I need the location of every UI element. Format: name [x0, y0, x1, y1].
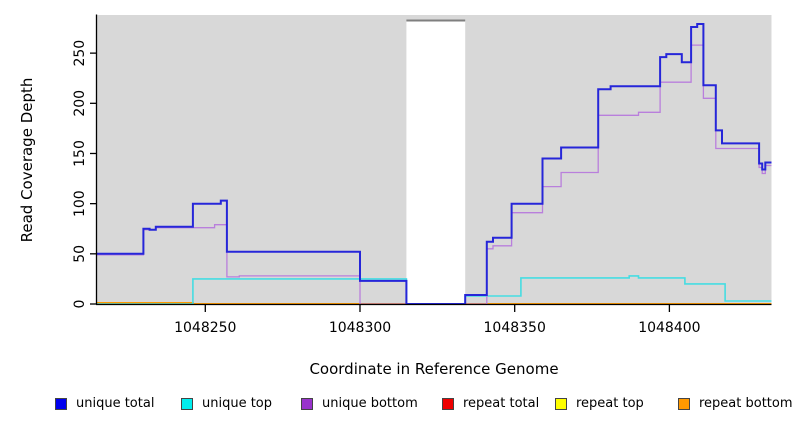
legend-label: repeat top [576, 396, 644, 411]
legend-label: repeat total [463, 396, 540, 411]
legend-item-unique-top: unique top [181, 396, 272, 411]
coverage-gap-region [406, 21, 466, 304]
legend-swatch-repeat-top [555, 397, 567, 410]
x-tick-label: 1048350 [484, 320, 546, 336]
x-axis-title: Coordinate in Reference Genome [309, 360, 559, 378]
legend-item-repeat-bottom: repeat bottom [678, 396, 792, 411]
y-tick-label: 0 [72, 300, 88, 309]
legend-swatch-unique-bottom [301, 397, 313, 410]
y-tick-label: 100 [72, 190, 88, 217]
legend-item-unique-bottom: unique bottom [301, 396, 418, 411]
y-tick-label: 250 [72, 40, 88, 67]
legend-swatch-repeat-bottom [678, 397, 690, 410]
x-tick-label: 1048300 [329, 320, 391, 336]
y-tick-label: 50 [72, 245, 88, 263]
series-unique-total-line [97, 23, 772, 305]
legend-label: unique bottom [322, 396, 418, 411]
series-unique-top-line [97, 275, 772, 305]
legend-label: repeat bottom [699, 396, 792, 411]
x-tick-label: 1048250 [174, 320, 236, 336]
legend-swatch-unique-total [55, 397, 67, 410]
x-tick-label: 1048400 [638, 320, 700, 336]
legend-label: unique total [76, 396, 155, 411]
legend-label: unique top [202, 396, 273, 411]
y-tick-label: 150 [72, 140, 88, 167]
legend-item-repeat-total: repeat total [442, 396, 539, 411]
y-tick-label: 200 [72, 90, 88, 117]
legend-swatch-unique-top [181, 397, 193, 410]
legend: unique total unique top unique bottom repea… [0, 396, 792, 420]
legend-swatch-repeat-total [442, 397, 454, 410]
legend-item-repeat-top: repeat top [555, 396, 644, 411]
legend-item-unique-total: unique total [55, 396, 154, 411]
series-unique-bottom-line [97, 44, 772, 305]
